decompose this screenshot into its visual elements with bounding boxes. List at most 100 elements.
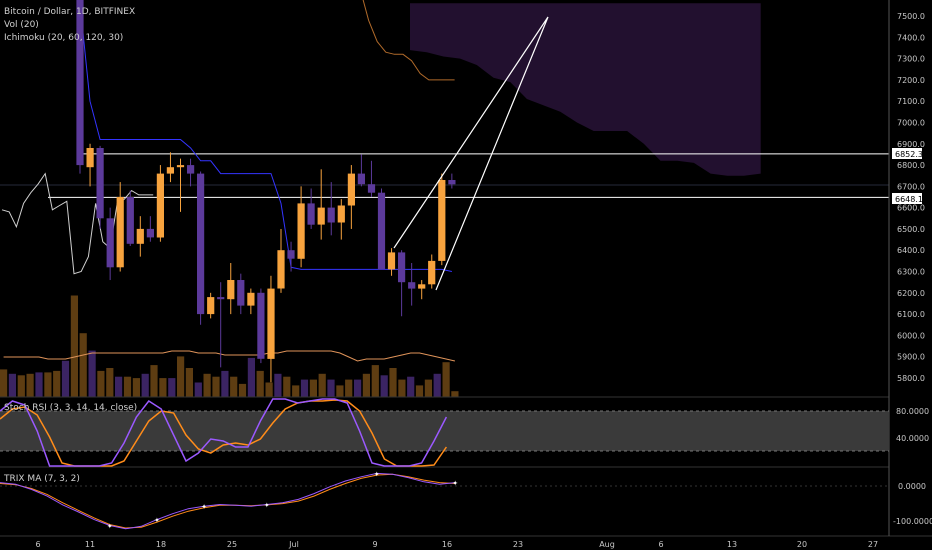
candle[interactable] bbox=[116, 182, 124, 272]
volume-bar bbox=[159, 378, 167, 397]
candle[interactable] bbox=[247, 288, 255, 315]
candle[interactable] bbox=[357, 154, 365, 187]
candle[interactable] bbox=[267, 275, 275, 383]
price-tick-label: 6000.0 bbox=[897, 331, 925, 340]
candle[interactable] bbox=[317, 169, 325, 240]
price-tick-label: 6300.0 bbox=[897, 268, 925, 277]
candle[interactable] bbox=[96, 145, 104, 229]
candle[interactable] bbox=[106, 207, 114, 281]
trix-line bbox=[0, 472, 456, 530]
price-tick-label: 7200.0 bbox=[897, 76, 925, 85]
wedge-trendline[interactable] bbox=[393, 16, 549, 291]
volume-bar bbox=[283, 376, 291, 397]
volume-bar bbox=[380, 375, 388, 398]
volume-bar bbox=[53, 370, 61, 397]
candle-body bbox=[116, 197, 124, 268]
candle[interactable] bbox=[277, 228, 285, 293]
time-axis[interactable]: 6 11 18 25 Jul 9 16 23 Aug 6 13 20 27 bbox=[35, 540, 878, 549]
price-tick-label: 6900.0 bbox=[897, 140, 925, 149]
candle[interactable] bbox=[418, 280, 426, 300]
candle[interactable] bbox=[126, 190, 134, 246]
volume-bar bbox=[150, 365, 158, 397]
candle-body bbox=[267, 288, 275, 359]
candle-body bbox=[86, 148, 94, 168]
candle[interactable] bbox=[237, 273, 245, 315]
volume-bar bbox=[17, 375, 25, 398]
time-tick-label: Aug bbox=[599, 540, 615, 549]
candle[interactable] bbox=[86, 143, 94, 187]
volume-bar bbox=[8, 373, 16, 397]
candle[interactable] bbox=[307, 188, 315, 229]
volume-bar bbox=[0, 369, 8, 397]
candle-body bbox=[247, 292, 255, 306]
volume-bar bbox=[433, 373, 441, 397]
candle[interactable] bbox=[428, 254, 436, 289]
price-flag-upper-label: 6852.3 bbox=[895, 150, 923, 159]
candle-body bbox=[176, 165, 185, 168]
candle[interactable] bbox=[76, 0, 84, 174]
candle[interactable] bbox=[337, 199, 345, 240]
candle[interactable] bbox=[438, 173, 446, 266]
candle[interactable] bbox=[217, 282, 225, 368]
stoch-tick-80: 80.0000 bbox=[896, 407, 929, 416]
candle-body bbox=[217, 297, 225, 300]
candle[interactable] bbox=[176, 158, 185, 212]
price-flag-lower-label: 6648.1 bbox=[895, 195, 923, 204]
candle[interactable] bbox=[347, 165, 355, 229]
time-tick-label: 11 bbox=[85, 540, 95, 549]
stoch-axis[interactable]: 80.0000 40.0000 bbox=[896, 407, 929, 443]
candle[interactable] bbox=[227, 263, 235, 315]
price-flag-lower: 6648.1 bbox=[892, 193, 923, 204]
price-axis[interactable]: 7500.0 7400.0 7300.0 7200.0 7100.0 7000.0 6900… bbox=[897, 12, 925, 383]
volume-bar bbox=[230, 376, 238, 397]
trix-axis[interactable]: 0.0000 -100.0000 bbox=[893, 482, 932, 526]
candle[interactable] bbox=[156, 165, 164, 242]
candle[interactable] bbox=[297, 186, 305, 268]
candle[interactable] bbox=[367, 160, 376, 197]
trix-legend: TRIX MA (7, 3, 2) bbox=[3, 474, 80, 484]
candle-body bbox=[307, 203, 315, 225]
candle[interactable] bbox=[197, 171, 205, 325]
candle[interactable] bbox=[257, 288, 265, 364]
time-tick-label: 6 bbox=[658, 540, 663, 549]
candle-body bbox=[377, 192, 386, 270]
stoch-band bbox=[0, 411, 889, 451]
volume-bars bbox=[0, 295, 459, 398]
stoch-tick-40: 40.0000 bbox=[896, 434, 929, 443]
volume-bar bbox=[407, 376, 415, 397]
candle-body bbox=[126, 197, 134, 244]
price-tick-label: 5900.0 bbox=[897, 353, 925, 362]
volume-bar bbox=[389, 368, 397, 397]
candle-body bbox=[277, 250, 285, 289]
trix-cross-marker: ✦ bbox=[452, 480, 458, 488]
candle-body bbox=[207, 297, 215, 315]
candle[interactable] bbox=[398, 250, 406, 317]
candle[interactable] bbox=[377, 188, 386, 270]
candle[interactable] bbox=[207, 292, 215, 319]
candle[interactable] bbox=[408, 263, 416, 306]
candle[interactable] bbox=[166, 152, 174, 183]
candle-body bbox=[156, 173, 164, 238]
trix-tick-0: 0.0000 bbox=[898, 482, 926, 491]
candle[interactable] bbox=[187, 158, 195, 187]
candle-body bbox=[106, 218, 114, 268]
candle[interactable] bbox=[136, 216, 144, 257]
candle[interactable] bbox=[387, 248, 396, 276]
candle[interactable] bbox=[146, 216, 154, 242]
candle[interactable] bbox=[327, 182, 335, 236]
volume-bar bbox=[265, 382, 273, 397]
price-tick-label: 6500.0 bbox=[897, 225, 925, 234]
candle-body bbox=[227, 280, 235, 300]
candle-body bbox=[337, 205, 345, 223]
candle[interactable] bbox=[448, 173, 456, 189]
time-tick-label: Jul bbox=[288, 540, 299, 549]
volume-bar bbox=[415, 385, 424, 397]
volume-bar bbox=[345, 379, 353, 397]
price-tick-label: 7500.0 bbox=[897, 12, 925, 21]
volume-bar bbox=[44, 372, 52, 397]
candle[interactable] bbox=[287, 241, 295, 272]
candle-body bbox=[76, 0, 84, 166]
candle-body bbox=[357, 173, 365, 185]
